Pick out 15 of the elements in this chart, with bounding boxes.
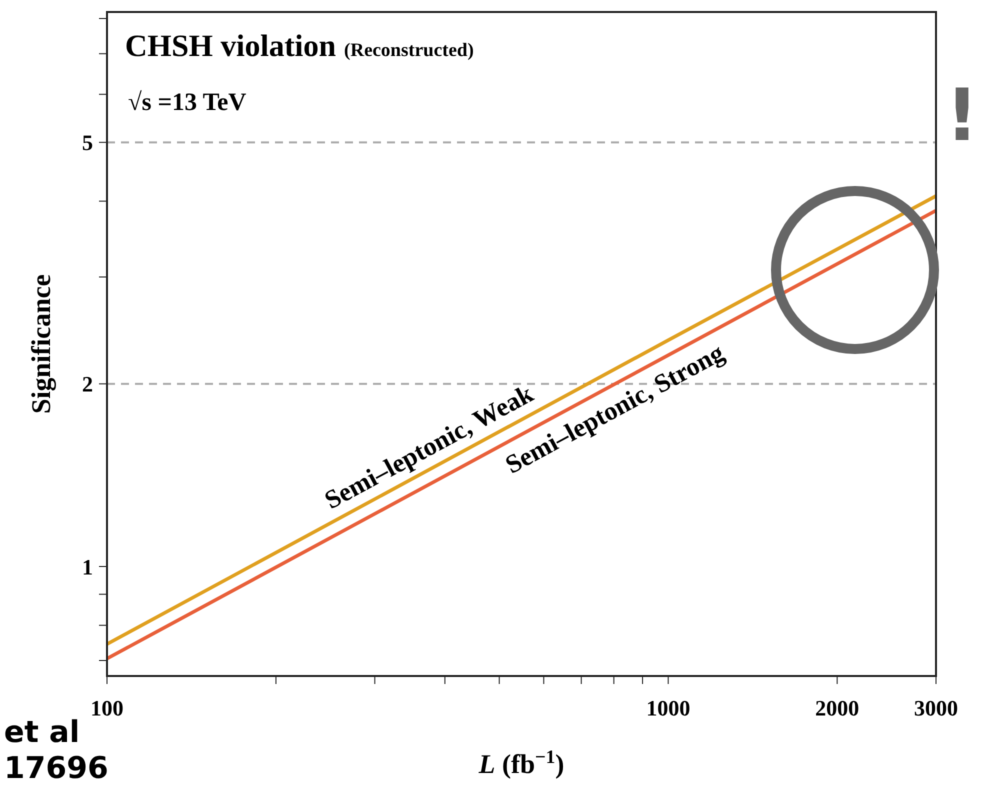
x-tick-label: 100 — [90, 696, 124, 721]
y-tick-label: 1 — [82, 554, 93, 580]
text: (Reconstructed) — [344, 40, 474, 61]
x-tick-label: 1000 — [646, 696, 690, 721]
text: ! — [946, 73, 978, 157]
annotation: √s =13 TeV — [128, 89, 246, 116]
y-axis-title: Significance — [26, 274, 56, 414]
x-axis-title: L (fb$^{−1}$) — [478, 746, 564, 779]
y-tick-label: 5 — [82, 130, 93, 156]
text: 17696 — [4, 751, 108, 785]
x-tick-label: 2000 — [815, 696, 860, 721]
y-tick-label: 2 — [82, 372, 93, 397]
text: et al — [4, 715, 80, 750]
x-tick-label: 3000 — [914, 696, 958, 721]
text: CHSH violation — [125, 28, 336, 63]
